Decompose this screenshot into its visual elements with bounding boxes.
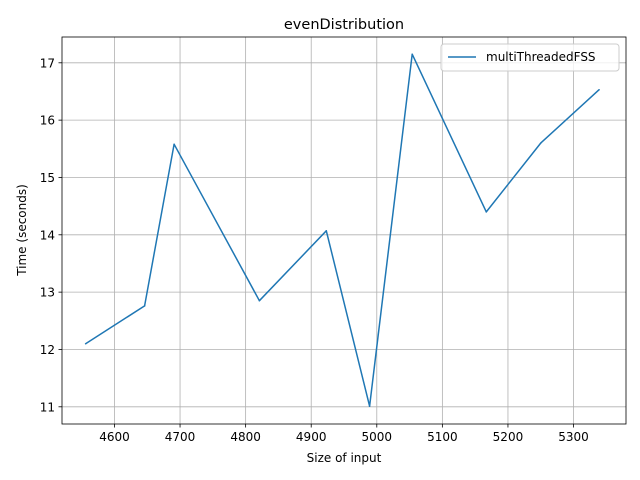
x-tick-label: 4800 bbox=[230, 430, 261, 444]
y-tick-label: 15 bbox=[40, 171, 55, 185]
y-tick-label: 14 bbox=[40, 228, 55, 242]
y-tick-label: 13 bbox=[40, 286, 55, 300]
data-point bbox=[173, 143, 175, 145]
x-axis-label: Size of input bbox=[307, 451, 382, 465]
legend-label: multiThreadedFSS bbox=[486, 50, 596, 64]
y-tick-label: 12 bbox=[40, 343, 55, 357]
y-axis: 11 12 13 14 15 16 17 bbox=[40, 56, 62, 414]
y-tick-label: 17 bbox=[40, 56, 55, 70]
y-tick-label: 11 bbox=[40, 400, 55, 414]
x-tick-label: 4600 bbox=[99, 430, 130, 444]
data-point bbox=[325, 230, 328, 232]
data-point bbox=[84, 342, 87, 345]
x-axis: 4600 4700 4800 4900 5000 5100 5200 5300 bbox=[99, 424, 589, 444]
series-layer bbox=[84, 53, 600, 407]
data-point bbox=[598, 88, 600, 91]
x-tick-label: 5100 bbox=[427, 430, 458, 444]
x-tick-label: 4700 bbox=[165, 430, 196, 444]
grid-lines bbox=[62, 37, 626, 424]
data-point bbox=[143, 305, 146, 307]
x-tick-label: 5000 bbox=[362, 430, 393, 444]
x-tick-label: 5300 bbox=[558, 430, 589, 444]
legend-box bbox=[440, 43, 620, 72]
data-point bbox=[485, 211, 488, 213]
data-point bbox=[539, 142, 542, 144]
data-point bbox=[411, 53, 413, 55]
plot-frame bbox=[61, 36, 627, 425]
data-point bbox=[258, 299, 261, 302]
x-tick-label: 5200 bbox=[493, 430, 524, 444]
y-axis-label: Time (seconds) bbox=[15, 184, 29, 277]
legend: multiThreadedFSS bbox=[440, 43, 620, 72]
data-point bbox=[368, 405, 371, 407]
chart-title: evenDistribution bbox=[284, 17, 404, 33]
y-tick-label: 16 bbox=[40, 114, 55, 128]
x-tick-label: 4900 bbox=[296, 430, 327, 444]
series-line-multiThreadedFSS bbox=[85, 53, 600, 407]
